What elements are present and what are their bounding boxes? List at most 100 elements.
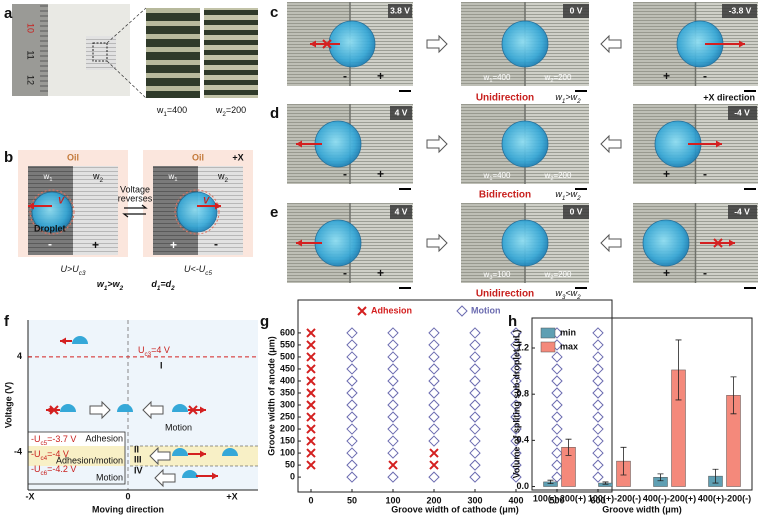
medium: Oil xyxy=(192,152,204,162)
y-tick-label: 600 xyxy=(280,327,295,337)
point xyxy=(469,351,481,363)
point xyxy=(510,411,522,423)
droplet-sketch xyxy=(172,448,188,456)
text-part: 1 xyxy=(104,285,108,292)
error-bar xyxy=(657,473,664,482)
text-part: -U xyxy=(31,464,41,474)
groove-label: w2 xyxy=(92,171,104,184)
text-part: =200 xyxy=(553,73,572,82)
threshold-label: -Uc5=-3.7 V xyxy=(31,434,76,447)
groove-label: w1 xyxy=(43,172,53,183)
relation: w1>w2 xyxy=(555,189,581,202)
region-label: I xyxy=(160,360,163,370)
y-tick-label: 500 xyxy=(280,351,295,361)
point xyxy=(387,387,399,399)
text-part: w xyxy=(217,171,225,181)
text-part: c5 xyxy=(41,440,48,447)
droplet-sketch xyxy=(60,404,76,412)
text-part: 3 xyxy=(562,294,566,301)
state-label: Motion xyxy=(165,422,192,432)
electrode-sign: + xyxy=(377,69,384,83)
error-bar xyxy=(675,339,682,401)
groove-label: w1 xyxy=(168,172,178,183)
point xyxy=(510,423,522,435)
text-part: c6 xyxy=(41,470,48,477)
plot-frame xyxy=(297,299,613,493)
point xyxy=(592,327,604,339)
point xyxy=(429,448,439,458)
point xyxy=(469,399,481,411)
voltage-box xyxy=(728,106,757,120)
voltage: 4 V xyxy=(395,107,408,117)
relation: w1>w2 xyxy=(555,92,581,105)
text-part: =400 xyxy=(492,171,511,180)
electrode-sign: - xyxy=(343,266,347,280)
point xyxy=(592,423,604,435)
x-tick-label: 400(-)-200(+) xyxy=(643,493,696,503)
droplet-sketch xyxy=(222,448,238,456)
point xyxy=(306,364,316,374)
text-part: 2 xyxy=(119,285,124,292)
point xyxy=(346,459,358,471)
groove-label: w1=400 xyxy=(483,171,511,182)
point xyxy=(469,447,481,459)
electrode-sign: - xyxy=(703,266,707,280)
text-part: w xyxy=(97,279,105,289)
electrode-sign: + xyxy=(663,266,670,280)
electrode-sign: + xyxy=(377,266,384,280)
text-part: w xyxy=(555,288,562,298)
legend-marker xyxy=(357,306,367,316)
point xyxy=(510,351,522,363)
electrode-sign: + xyxy=(663,167,670,181)
text-part: 2 xyxy=(224,177,228,184)
voltage-box xyxy=(563,205,589,219)
text-part: >w xyxy=(107,279,120,289)
band xyxy=(130,446,258,466)
groove-label: w2 xyxy=(217,171,229,184)
text-part: 2 xyxy=(170,285,175,292)
text-part: w xyxy=(555,92,562,102)
relation: w1>w2 xyxy=(97,279,124,292)
droplet xyxy=(176,191,218,233)
x-tick-label: -X xyxy=(26,491,35,501)
point xyxy=(510,339,522,351)
point xyxy=(387,399,399,411)
groove-label: w2=200 xyxy=(544,171,572,182)
text-part: =200 xyxy=(226,105,246,115)
hollow-arrow xyxy=(600,34,622,54)
y-tick-label: 100 xyxy=(280,447,295,457)
point xyxy=(551,459,563,471)
error-bar xyxy=(547,479,554,485)
text-part: w xyxy=(544,171,551,180)
legend-swatch xyxy=(540,341,556,353)
text-part: 1 xyxy=(174,177,177,183)
point xyxy=(306,340,316,350)
text-part: >w xyxy=(565,189,577,199)
y-tick-label: 4 xyxy=(17,351,22,361)
y-tick-label: 150 xyxy=(280,435,295,445)
state-label: Adhesion/motion xyxy=(56,455,123,465)
point xyxy=(428,471,440,483)
text-part: w xyxy=(544,73,551,82)
y-tick-label: 450 xyxy=(280,363,295,373)
point xyxy=(551,447,563,459)
point xyxy=(469,471,481,483)
point xyxy=(428,363,440,375)
text-part: w xyxy=(544,270,551,279)
x-tick-label: 100(-)-200(+) xyxy=(533,493,586,503)
point xyxy=(469,387,481,399)
droplet xyxy=(501,120,549,168)
point xyxy=(510,375,522,387)
point xyxy=(346,375,358,387)
y-axis-label: Voltage (V) xyxy=(3,382,13,428)
zoom-region xyxy=(92,42,108,62)
text-part: 1 xyxy=(489,78,492,84)
text-part: w xyxy=(555,189,562,199)
relation: w3<w2 xyxy=(555,288,581,301)
error-bar xyxy=(602,481,609,485)
point xyxy=(551,471,563,483)
panel-label: g xyxy=(260,313,269,330)
voltage: 0 V xyxy=(570,206,583,216)
point xyxy=(306,412,316,422)
region-label: III xyxy=(134,454,142,464)
